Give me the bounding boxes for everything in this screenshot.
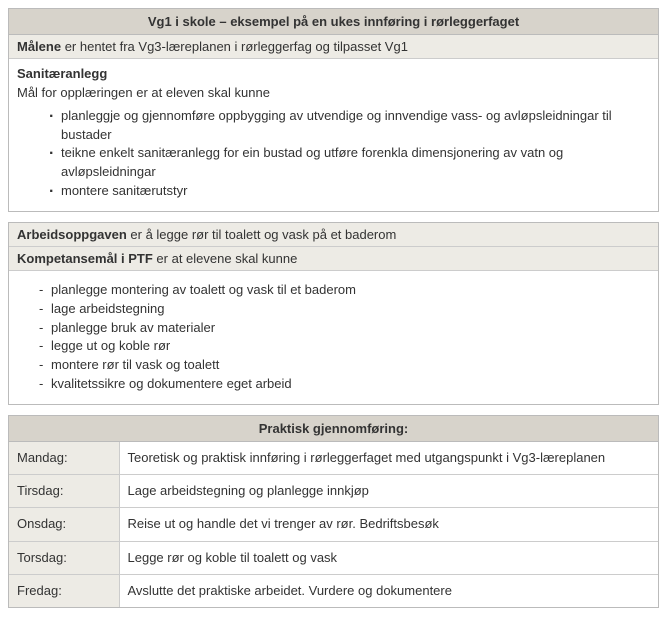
list-item: legge ut og koble rør bbox=[39, 337, 650, 356]
kompetanse-row: Kompetansemål i PTF er at elevene skal k… bbox=[9, 247, 658, 271]
list-item: lage arbeidstegning bbox=[39, 300, 650, 319]
task-box: Arbeidsoppgaven er å legge rør til toale… bbox=[8, 222, 659, 405]
day-cell: Onsdag: bbox=[9, 508, 119, 541]
schedule-box: Praktisk gjennomføring: Mandag: Teoretis… bbox=[8, 415, 659, 608]
list-item: montere rør til vask og toalett bbox=[39, 356, 650, 375]
kompetanse-list: planlegge montering av toalett og vask t… bbox=[17, 281, 650, 394]
table-row: Mandag: Teoretisk og praktisk innføring … bbox=[9, 441, 658, 474]
malene-row: Målene er hentet fra Vg3-læreplanen i rø… bbox=[9, 35, 658, 59]
kompetanse-text: er at elevene skal kunne bbox=[153, 251, 298, 266]
section-intro: Mål for opplæringen er at eleven skal ku… bbox=[17, 84, 650, 103]
table-row: Onsdag: Reise ut og handle det vi trenge… bbox=[9, 508, 658, 541]
text-cell: Legge rør og koble til toalett og vask bbox=[119, 541, 658, 574]
schedule-table: Praktisk gjennomføring: Mandag: Teoretis… bbox=[9, 416, 658, 607]
malene-label: Målene bbox=[17, 39, 61, 54]
section-title: Sanitæranlegg bbox=[17, 65, 650, 84]
goals-box: Vg1 i skole – eksempel på en ukes innfør… bbox=[8, 8, 659, 212]
list-item: planlegge bruk av materialer bbox=[39, 319, 650, 338]
day-cell: Tirsdag: bbox=[9, 475, 119, 508]
text-cell: Lage arbeidstegning og planlegge innkjøp bbox=[119, 475, 658, 508]
list-item: montere sanitærutstyr bbox=[49, 182, 650, 201]
kompetanse-label: Kompetansemål i PTF bbox=[17, 251, 153, 266]
goals-title: Vg1 i skole – eksempel på en ukes innfør… bbox=[9, 9, 658, 35]
arbeid-label: Arbeidsoppgaven bbox=[17, 227, 127, 242]
list-item: kvalitetssikre og dokumentere eget arbei… bbox=[39, 375, 650, 394]
text-cell: Reise ut og handle det vi trenger av rør… bbox=[119, 508, 658, 541]
day-cell: Mandag: bbox=[9, 441, 119, 474]
list-item: planlegge montering av toalett og vask t… bbox=[39, 281, 650, 300]
text-cell: Teoretisk og praktisk innføring i rørleg… bbox=[119, 441, 658, 474]
malene-text: er hentet fra Vg3-læreplanen i rørlegger… bbox=[61, 39, 408, 54]
list-item: teikne enkelt sanitæranlegg for ein bust… bbox=[49, 144, 650, 182]
kompetanse-section: planlegge montering av toalett og vask t… bbox=[9, 271, 658, 404]
schedule-title: Praktisk gjennomføring: bbox=[9, 416, 658, 442]
goals-list: planleggje og gjennomføre oppbygging av … bbox=[17, 107, 650, 201]
day-cell: Fredag: bbox=[9, 574, 119, 607]
table-row: Tirsdag: Lage arbeidstegning og planlegg… bbox=[9, 475, 658, 508]
table-row: Fredag: Avslutte det praktiske arbeidet.… bbox=[9, 574, 658, 607]
arbeid-text: er å legge rør til toalett og vask på et… bbox=[127, 227, 397, 242]
text-cell: Avslutte det praktiske arbeidet. Vurdere… bbox=[119, 574, 658, 607]
arbeid-row: Arbeidsoppgaven er å legge rør til toale… bbox=[9, 223, 658, 247]
day-cell: Torsdag: bbox=[9, 541, 119, 574]
sanitaer-section: Sanitæranlegg Mål for opplæringen er at … bbox=[9, 59, 658, 211]
table-row: Torsdag: Legge rør og koble til toalett … bbox=[9, 541, 658, 574]
list-item: planleggje og gjennomføre oppbygging av … bbox=[49, 107, 650, 145]
